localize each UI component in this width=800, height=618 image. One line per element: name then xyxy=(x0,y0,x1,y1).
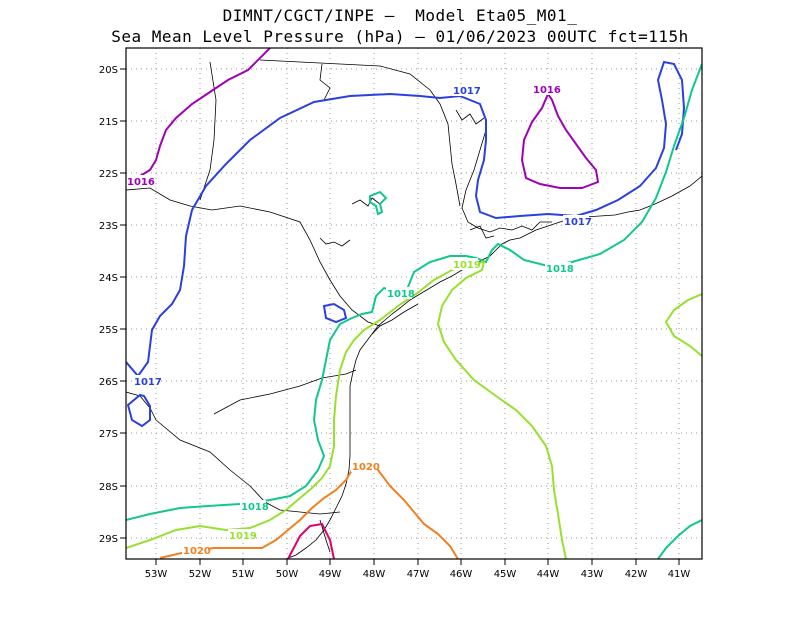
lat-label: 28S xyxy=(99,482,118,493)
contour-label: 1017 xyxy=(564,217,592,228)
state-border-sp-mg xyxy=(259,59,461,207)
lon-label: 48W xyxy=(363,569,386,580)
reservoir-2 xyxy=(455,109,485,125)
lat-label: 25S xyxy=(99,325,118,336)
state-border-pr-sc xyxy=(213,369,357,415)
lat-label: 21S xyxy=(99,117,118,128)
tick-marks xyxy=(120,68,680,565)
lon-label: 51W xyxy=(232,569,255,580)
lon-label: 42W xyxy=(625,569,648,580)
contour-labels: 1017 1016 1016 1017 1018 1019 1018 1017 … xyxy=(126,83,592,557)
grid xyxy=(126,48,702,559)
contour-label: 1018 xyxy=(546,264,574,275)
contour-label: 1020 xyxy=(352,462,380,473)
lat-label: 20S xyxy=(99,65,118,76)
contour-label: 1016 xyxy=(127,177,155,188)
lat-label: 27S xyxy=(99,429,118,440)
state-border-mg-es xyxy=(461,129,487,229)
island-river xyxy=(319,237,351,247)
lat-label: 29S xyxy=(99,534,118,545)
lon-label: 46W xyxy=(450,569,473,580)
contour-1019-loop xyxy=(664,293,702,357)
map-title-line2: Sea Mean Level Pressure (hPa) – 01/06/20… xyxy=(111,27,689,46)
contour-label: 1019 xyxy=(229,531,257,542)
state-border-sp-pr xyxy=(211,205,381,327)
contour-1016-west xyxy=(127,48,271,179)
inland-lines xyxy=(199,61,217,201)
contour-label: 1019 xyxy=(453,260,481,271)
contours xyxy=(126,48,702,559)
contour-1020-main xyxy=(159,466,459,559)
coastline-borders xyxy=(126,59,702,559)
contour-1021-main xyxy=(287,522,335,559)
lon-label: 43W xyxy=(581,569,604,580)
state-border-ms xyxy=(126,187,213,211)
contour-label: 1017 xyxy=(134,377,162,388)
lon-label: 45W xyxy=(494,569,517,580)
lat-labels: 20S 21S 22S 23S 24S 25S 26S 27S 28S 29S xyxy=(99,65,118,545)
contour-1018-blob xyxy=(369,190,388,216)
state-border-sc-rs xyxy=(155,419,341,515)
bay-sp-islands xyxy=(469,225,495,239)
lon-label: 41W xyxy=(668,569,691,580)
lat-label: 22S xyxy=(99,169,118,180)
contour-label: 1018 xyxy=(387,289,415,300)
lat-label: 26S xyxy=(99,377,118,388)
lat-label: 24S xyxy=(99,273,118,284)
lon-gridlines xyxy=(155,48,680,559)
lat-label: 23S xyxy=(99,221,118,232)
contour-label: 1018 xyxy=(241,502,269,513)
lon-label: 47W xyxy=(407,569,430,580)
bay-rj xyxy=(477,221,552,233)
contour-label: 1020 xyxy=(183,546,211,557)
country-border-west xyxy=(126,391,157,421)
coast-detail-pr xyxy=(371,303,419,335)
lon-label: 44W xyxy=(537,569,560,580)
contour-label: 1016 xyxy=(533,85,561,96)
lon-label: 50W xyxy=(276,569,299,580)
coastline xyxy=(285,175,702,559)
lon-label: 53W xyxy=(145,569,168,580)
lat-gridlines xyxy=(126,68,702,539)
contour-1017-main xyxy=(126,393,151,428)
lon-label: 52W xyxy=(189,569,212,580)
reservoir-1 xyxy=(351,197,381,207)
lon-labels: 53W 52W 51W 50W 49W 48W 47W 46W 45W 44W … xyxy=(145,569,691,580)
plot-frame xyxy=(125,47,703,560)
contour-1019-main xyxy=(126,260,567,559)
contour-label: 1017 xyxy=(453,86,481,97)
contour-1017-loop xyxy=(322,302,348,324)
contour-1017-lower xyxy=(126,60,686,378)
lon-label: 49W xyxy=(319,569,342,580)
contour-1018-east xyxy=(657,519,702,559)
map-title-line1: DIMNT/CGCT/INPE – Model Eta05_M01_ xyxy=(222,6,578,25)
contour-1016-east xyxy=(520,93,600,189)
inland-lines-2 xyxy=(319,63,331,101)
lagoon-rs xyxy=(319,519,331,553)
